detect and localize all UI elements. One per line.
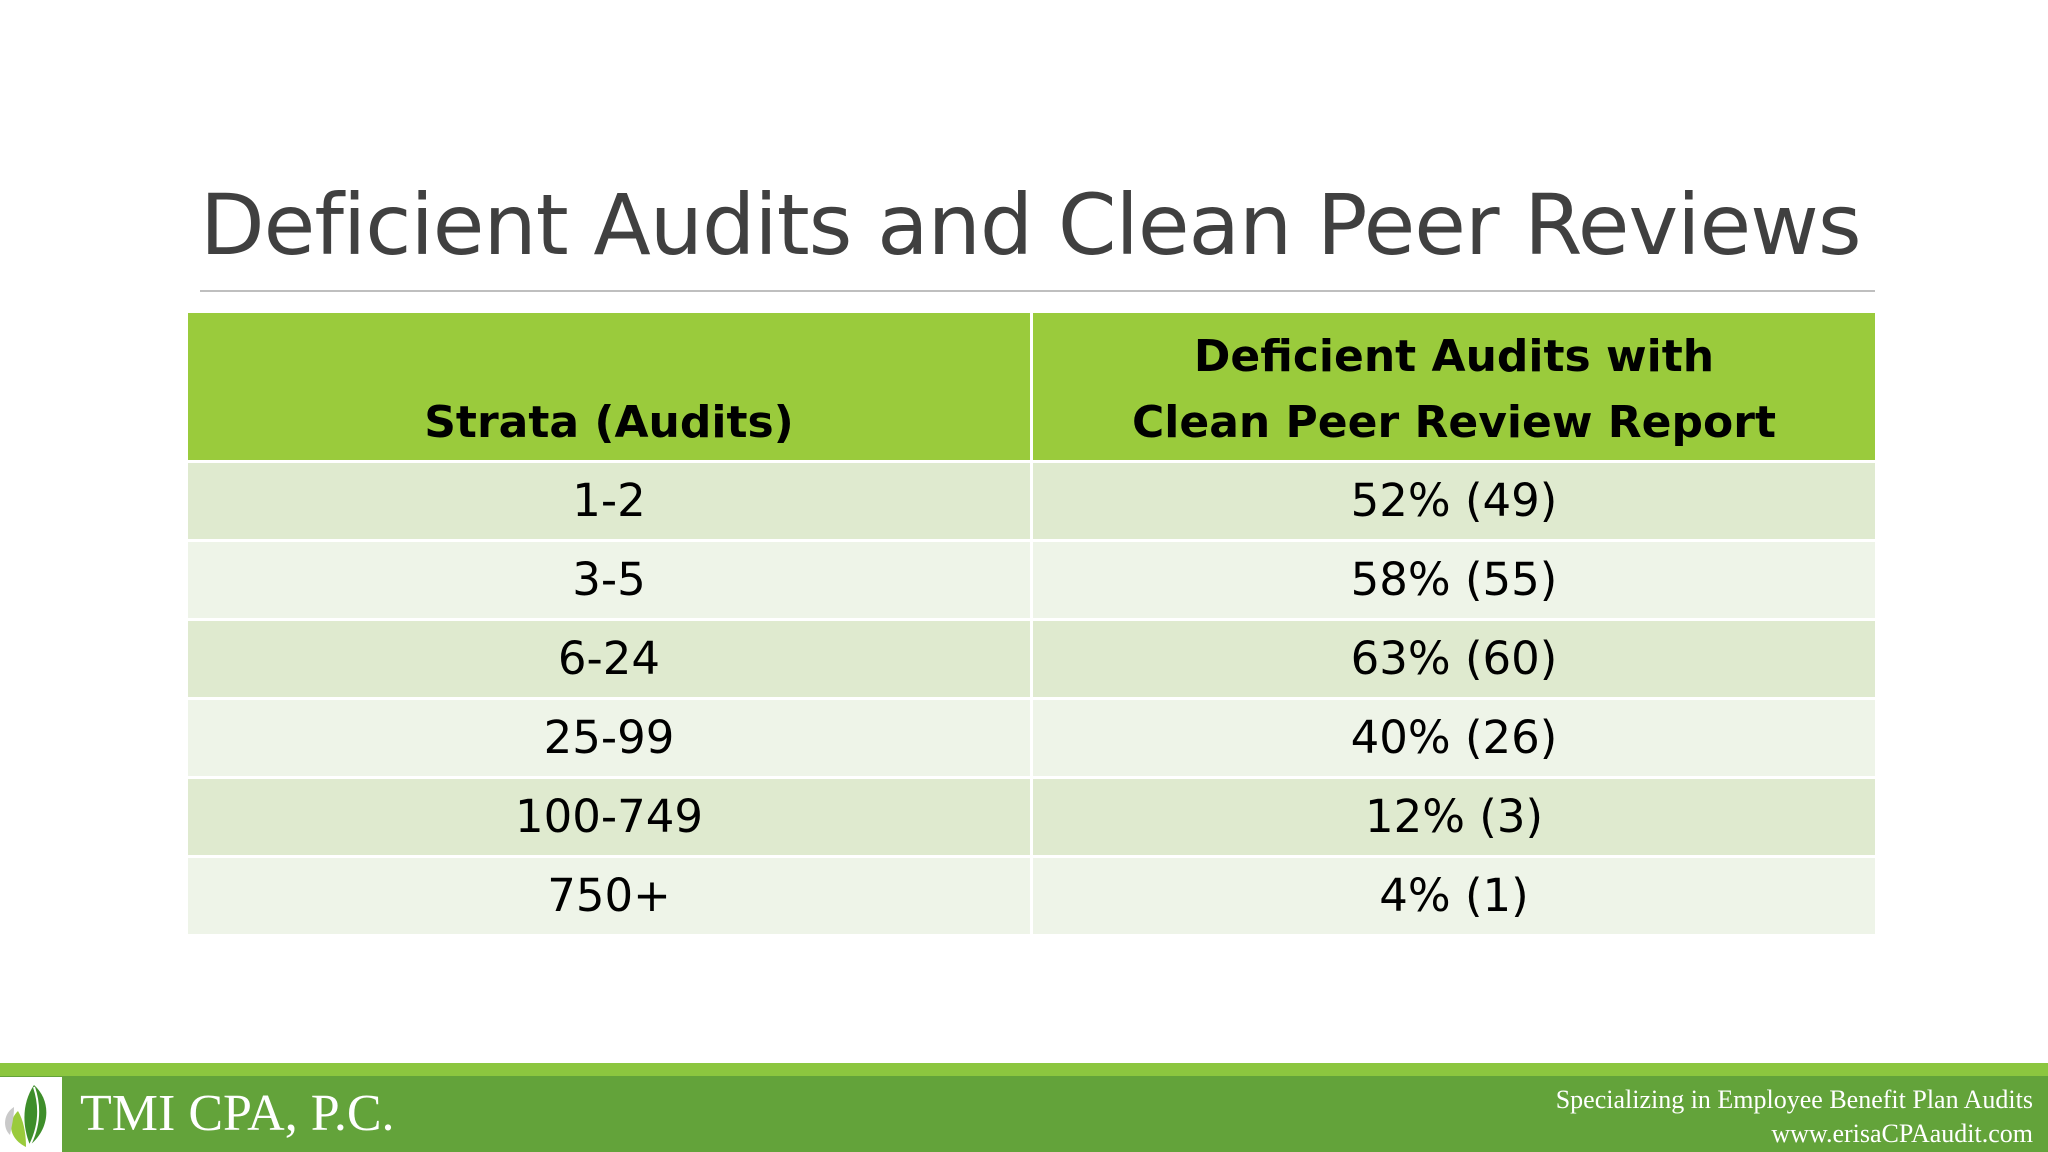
value-cell: 40% (26) xyxy=(1030,697,1878,779)
leaf-logo-icon xyxy=(0,1077,62,1152)
value-cell: 58% (55) xyxy=(1030,539,1878,621)
value-cell: 4% (1) xyxy=(1030,855,1878,937)
table-row: 25-99 40% (26) xyxy=(185,697,1878,779)
table-row: 1-2 52% (49) xyxy=(185,460,1878,542)
footer-banner: TMI CPA, P.C. Specializing in Employee B… xyxy=(0,1063,2048,1152)
header-strata: Strata (Audits) xyxy=(185,310,1033,463)
table-row: 6-24 63% (60) xyxy=(185,618,1878,700)
strata-cell: 100-749 xyxy=(185,776,1033,858)
strata-cell: 3-5 xyxy=(185,539,1033,621)
footer-bar xyxy=(0,1076,2048,1152)
header-strata-label: Strata (Audits) xyxy=(424,397,794,448)
strata-cell: 1-2 xyxy=(185,460,1033,542)
value-cell: 12% (3) xyxy=(1030,776,1878,858)
table-row: 3-5 58% (55) xyxy=(185,539,1878,621)
strata-table: Strata (Audits) Deficient Audits with Cle… xyxy=(185,310,1878,937)
footer-accent-stripe xyxy=(0,1063,2048,1076)
header-deficient-line-2: Clean Peer Review Report xyxy=(1132,397,1776,448)
value-cell: 63% (60) xyxy=(1030,618,1878,700)
company-name: TMI CPA, P.C. xyxy=(80,1085,395,1142)
value-cell: 52% (49) xyxy=(1030,460,1878,542)
table-row: 100-749 12% (3) xyxy=(185,776,1878,858)
header-deficient-audits: Deficient Audits with Clean Peer Review R… xyxy=(1030,310,1878,463)
strata-cell: 750+ xyxy=(185,855,1033,937)
footer-tagline: Specializing in Employee Benefit Plan Au… xyxy=(1555,1085,2033,1114)
footer-website-link[interactable]: www.erisaCPAaudit.com xyxy=(1771,1119,2033,1148)
table-header-row: Strata (Audits) Deficient Audits with Cle… xyxy=(185,310,1878,463)
table-row: 750+ 4% (1) xyxy=(185,855,1878,937)
header-deficient-line-1: Deficient Audits with xyxy=(1193,331,1715,382)
strata-cell: 6-24 xyxy=(185,618,1033,700)
slide-title: Deficient Audits and Clean Peer Reviews xyxy=(200,176,1862,274)
strata-cell: 25-99 xyxy=(185,697,1033,779)
title-divider xyxy=(200,290,1875,292)
footer-tagline-block: Specializing in Employee Benefit Plan Au… xyxy=(1556,1083,2033,1151)
